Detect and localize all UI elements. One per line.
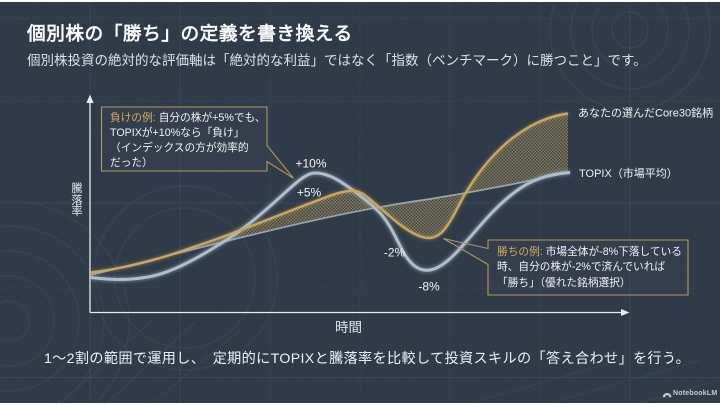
svg-text:TOPIX（市場平均）: TOPIX（市場平均） bbox=[579, 166, 678, 180]
svg-text:-2%: -2% bbox=[384, 246, 406, 260]
svg-text:-8%: -8% bbox=[418, 280, 440, 294]
svg-text:+10%: +10% bbox=[295, 157, 326, 171]
svg-text:+5%: +5% bbox=[297, 186, 322, 200]
svg-text:あなたの選んだCore30銘柄: あなたの選んだCore30銘柄 bbox=[578, 106, 713, 120]
